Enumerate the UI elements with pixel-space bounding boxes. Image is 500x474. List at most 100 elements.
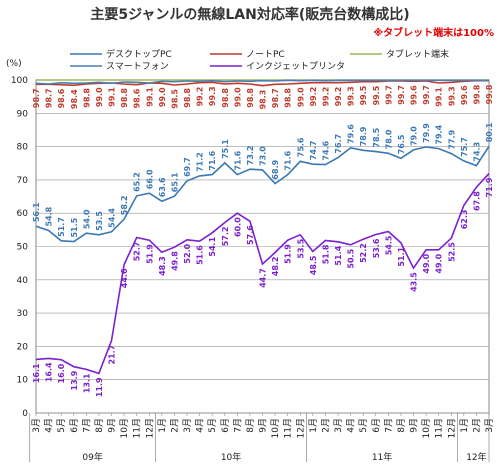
data-label: 99.6 (410, 85, 419, 105)
data-label: 98.4 (70, 89, 79, 109)
data-label: 99.2 (334, 87, 343, 107)
data-label: 65.2 (133, 172, 142, 192)
x-tick-label: 7月 (81, 418, 92, 433)
data-label: 79.0 (410, 126, 419, 146)
y-tick-label: 80 (17, 143, 29, 153)
data-label: 57.2 (221, 227, 230, 247)
year-label: 09年 (82, 451, 102, 463)
data-label: 80.1 (485, 122, 494, 142)
data-label: 99.0 (233, 87, 242, 107)
x-tick-label: 3月 (31, 418, 42, 433)
x-tick-label: 8月 (94, 418, 105, 433)
x-tick-label: 2月 (320, 418, 331, 433)
data-label: 48.3 (158, 256, 167, 276)
data-label: 51.4 (334, 245, 343, 265)
data-label: 68.9 (271, 159, 280, 179)
data-label: 98.8 (284, 88, 293, 108)
data-label: 75.6 (296, 137, 305, 157)
data-label: 51.9 (145, 244, 154, 264)
data-label: 21.7 (108, 345, 117, 365)
y-tick-label: 0 (22, 409, 28, 419)
x-tick-label: 1月 (459, 418, 470, 433)
data-label: 50.5 (347, 248, 356, 268)
y-tick-label: 70 (17, 176, 29, 186)
data-label: 67.8 (472, 191, 481, 211)
data-label: 76.7 (334, 134, 343, 154)
x-tick-label: 2月 (169, 418, 180, 433)
data-label: 48.5 (309, 255, 318, 275)
x-tick-label: 10月 (119, 418, 130, 438)
data-label: 99.7 (384, 85, 393, 105)
chart-note: ※タブレット端末は100% (373, 28, 494, 39)
data-label: 16.1 (32, 363, 41, 383)
data-label: 62.3 (460, 210, 469, 230)
x-tick-label: 10月 (421, 418, 432, 438)
y-unit-label: (%) (6, 59, 22, 69)
x-tick-label: 11月 (132, 418, 143, 438)
series-line (35, 145, 490, 243)
legend-label: スマートフォン (106, 62, 169, 72)
series-line (35, 79, 489, 85)
data-label: 99.7 (397, 85, 406, 105)
data-label: 99.1 (108, 87, 117, 107)
data-label: 49.8 (170, 251, 179, 271)
data-label: 98.7 (271, 88, 280, 108)
y-tick-label: 20 (17, 342, 29, 352)
data-label: 51.1 (397, 246, 406, 266)
data-label: 54.5 (384, 235, 393, 255)
data-label: 99.0 (296, 87, 305, 107)
data-label: 16.0 (57, 363, 66, 383)
data-label: 74.3 (472, 142, 481, 162)
data-label: 99.3 (447, 86, 456, 106)
data-label: 51.9 (284, 244, 293, 264)
data-label: 65.1 (170, 172, 179, 192)
data-label: 49.0 (435, 253, 444, 273)
x-tick-label: 9月 (409, 418, 420, 433)
year-label: 12年 (466, 451, 486, 463)
data-label: 98.3 (259, 90, 268, 110)
x-tick-label: 8月 (245, 418, 256, 433)
year-label: 11年 (372, 451, 392, 463)
data-label: 98.6 (57, 88, 66, 108)
x-tick-label: 5月 (207, 418, 218, 433)
data-label: 52.7 (133, 242, 142, 262)
data-label: 98.5 (170, 89, 179, 109)
legend-label: ノートPC (246, 50, 285, 60)
data-label: 78.9 (359, 126, 368, 146)
data-label: 53.6 (372, 238, 381, 258)
chart-title: 主要5ジャンルの無線LAN対応率(販売台数構成比) (90, 7, 410, 23)
data-label: 99.8 (472, 84, 481, 104)
data-label: 58.2 (120, 195, 129, 215)
x-tick-label: 4月 (346, 418, 357, 433)
data-label: 44.7 (259, 268, 268, 288)
x-tick-label: 11月 (434, 418, 445, 438)
x-tick-label: 12月 (295, 418, 306, 438)
x-tick-label: 6月 (220, 418, 231, 433)
data-label: 79.4 (435, 124, 444, 144)
y-tick-label: 60 (17, 209, 29, 219)
data-label: 56.1 (32, 202, 41, 222)
x-tick-label: 4月 (44, 418, 55, 433)
data-label: 74.6 (321, 140, 330, 160)
data-label: 99.6 (460, 85, 469, 105)
data-label: 13.1 (82, 373, 91, 393)
year-label: 10年 (221, 451, 241, 463)
data-label: 60.0 (233, 217, 242, 237)
y-tick-label: 90 (17, 109, 29, 119)
data-label: 71.6 (208, 150, 217, 170)
x-tick-label: 6月 (371, 418, 382, 433)
legend-label: タブレット端末 (386, 48, 449, 60)
data-label: 54.8 (45, 206, 54, 226)
data-label: 13.9 (70, 370, 79, 390)
data-label: 99.0 (158, 87, 167, 107)
data-label: 98.7 (32, 88, 41, 108)
data-label: 99.1 (145, 87, 154, 107)
x-tick-label: 8月 (396, 418, 407, 433)
x-tick-label: 1月 (157, 418, 168, 433)
data-label: 79.6 (347, 124, 356, 144)
x-tick-label: 12月 (144, 418, 155, 438)
data-label: 52.2 (359, 243, 368, 263)
data-label: 99.2 (196, 87, 205, 107)
data-label: 16.4 (45, 362, 54, 382)
data-label: 63.6 (158, 177, 167, 197)
